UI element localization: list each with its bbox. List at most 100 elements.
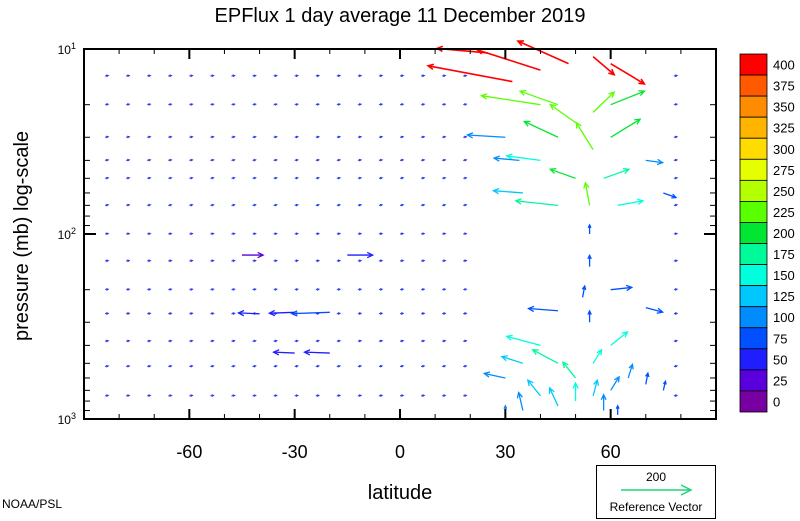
flux-vector-background <box>294 176 300 180</box>
vector-head <box>295 394 300 398</box>
vector-head <box>295 259 300 263</box>
vector-head <box>211 74 215 78</box>
flux-vector-background <box>168 312 173 315</box>
flux-vector-background <box>210 103 215 106</box>
flux-vector-background <box>126 103 131 106</box>
flux-vector-background <box>273 74 278 78</box>
flux-vector <box>587 253 592 267</box>
chart-title: EPFlux 1 day average 11 December 2019 <box>215 5 586 27</box>
flux-vector-background <box>399 394 405 398</box>
vector-head <box>169 203 173 207</box>
vector-head <box>400 312 405 315</box>
vector-head <box>106 364 110 368</box>
flux-vector-background <box>399 176 405 180</box>
vector-shaft <box>584 182 591 206</box>
vector-head <box>422 176 426 180</box>
flux-vector-background <box>420 232 426 236</box>
vector-head <box>400 259 405 263</box>
vector-head <box>464 394 468 398</box>
vector-head <box>106 339 110 343</box>
x-tick-label: 60 <box>601 442 621 462</box>
vector-head <box>426 63 435 71</box>
flux-vector-background <box>231 312 236 315</box>
vector-head <box>295 176 300 180</box>
flux-vector-background <box>673 364 679 368</box>
flux-vector-background <box>294 288 300 291</box>
flux-vector-background <box>357 232 363 236</box>
vector-head <box>295 203 300 207</box>
vector-head <box>106 176 110 180</box>
flux-vector-background <box>378 103 384 106</box>
vector-head <box>614 375 620 383</box>
vector-head <box>274 135 278 139</box>
vector-head <box>253 394 257 398</box>
flux-vector-background <box>336 364 342 368</box>
vector-head <box>127 339 131 343</box>
flux-vector <box>615 404 620 415</box>
flux-vector-background <box>231 232 236 236</box>
vector-head <box>253 339 257 343</box>
vector-head <box>106 135 110 139</box>
flux-vector-background <box>168 103 173 106</box>
flux-vector-background <box>104 288 110 291</box>
flux-vector-background <box>147 312 152 315</box>
flux-vector-background <box>420 394 426 398</box>
vector-head <box>358 259 363 263</box>
vector-head <box>232 74 236 78</box>
vector-head <box>274 203 278 207</box>
vector-head <box>366 251 375 259</box>
vector-head <box>516 40 524 47</box>
vector-shaft <box>477 49 541 71</box>
vector-head <box>337 232 342 236</box>
flux-vector <box>581 284 587 298</box>
flux-vector-background <box>168 232 173 236</box>
vector-head <box>479 93 488 100</box>
flux-vector-background <box>357 103 363 106</box>
flux-vector-background <box>273 135 278 139</box>
flux-vector-background <box>168 203 173 207</box>
colorbar-label: 250 <box>773 184 795 199</box>
flux-vector-background <box>252 135 257 139</box>
flux-vector-background <box>378 259 384 263</box>
vector-head <box>190 288 194 291</box>
colorbar-label: 175 <box>773 247 795 262</box>
flux-vector <box>500 355 524 364</box>
axes: -60 -30 0 30 60 101 102 103 <box>58 41 717 462</box>
vector-head <box>443 288 447 291</box>
flux-vector-background <box>336 103 342 106</box>
vector-head <box>316 176 321 180</box>
vector-head <box>211 339 215 343</box>
vector-head <box>257 251 265 259</box>
flux-vector-background <box>442 312 447 315</box>
vector-head <box>211 288 215 291</box>
vector-head <box>337 364 342 368</box>
flux-vector-background <box>294 103 300 106</box>
vector-shaft <box>592 379 598 397</box>
vector-head <box>106 158 110 162</box>
flux-vector-background <box>315 339 321 343</box>
vector-head <box>464 135 468 139</box>
vector-head <box>236 309 245 317</box>
vector-head <box>443 394 447 398</box>
flux-vector-background <box>210 232 215 236</box>
vector-head <box>608 68 616 76</box>
vector-head <box>622 168 631 175</box>
vector-head <box>274 158 278 162</box>
vector-head <box>267 309 276 317</box>
vector-head <box>316 232 321 236</box>
vector-shaft <box>528 307 559 312</box>
vector-head <box>674 394 679 398</box>
vector-shaft <box>494 157 520 162</box>
vector-head <box>443 364 447 368</box>
vector-head <box>148 312 152 315</box>
colorbar-swatch <box>739 95 768 118</box>
flux-vector <box>267 309 295 317</box>
flux-vector-background <box>189 259 194 263</box>
vector-head <box>148 339 152 343</box>
flux-vector-background <box>336 135 342 139</box>
vector-head <box>211 135 215 139</box>
flux-vector-background <box>126 135 131 139</box>
vector-head <box>644 371 650 378</box>
flux-vector-background <box>210 259 215 263</box>
colorbar-swatch <box>739 369 768 392</box>
